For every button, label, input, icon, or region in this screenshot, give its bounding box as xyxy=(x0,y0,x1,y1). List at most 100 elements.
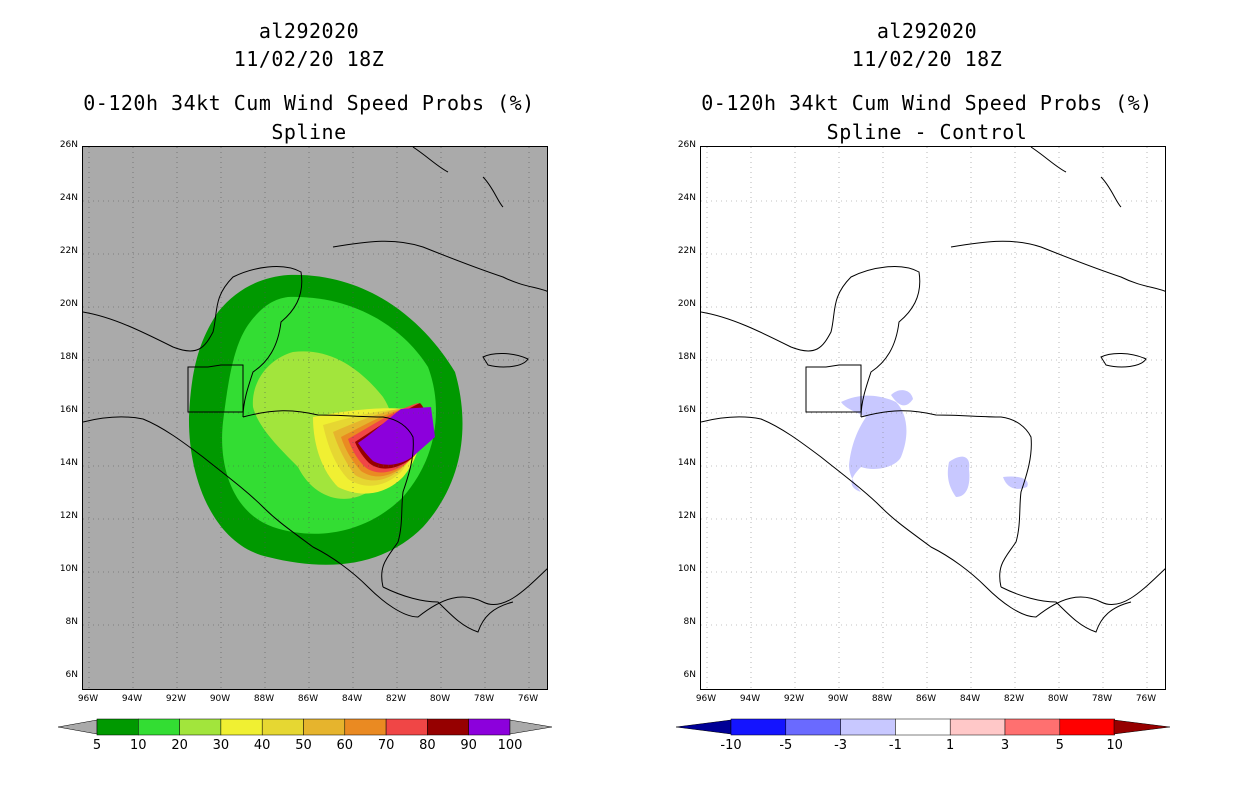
lon-tick-label: 80W xyxy=(1047,694,1069,704)
colorbar-label: 60 xyxy=(336,738,354,753)
lon-tick-label: 92W xyxy=(783,694,805,704)
lat-tick-label: 18N xyxy=(59,352,78,362)
lon-tick-label: 88W xyxy=(871,694,893,704)
coastlines xyxy=(83,147,547,633)
colorbar-label: -5 xyxy=(779,738,793,753)
probability-colorbar xyxy=(0,716,618,738)
lat-tick-label: 20N xyxy=(677,299,696,309)
map-gridlines xyxy=(701,147,1165,689)
colorbar-label: -3 xyxy=(834,738,848,753)
colorbar-swatch xyxy=(179,718,222,736)
colorbar-swatch xyxy=(730,718,787,736)
lat-tick-label: 8N xyxy=(65,617,78,627)
lat-tick-label: 10N xyxy=(59,564,78,574)
lon-tick-label: 90W xyxy=(827,694,849,704)
lat-tick-label: 12N xyxy=(59,511,78,521)
lon-tick-label: 82W xyxy=(385,694,407,704)
lat-tick-label: 12N xyxy=(677,511,696,521)
colorbar-label: 3 xyxy=(1000,738,1010,753)
lat-tick-label: 6N xyxy=(65,670,78,680)
colorbar-label: 40 xyxy=(253,738,271,753)
storm-id-title: al292020 xyxy=(258,19,360,43)
colorbar-label: 30 xyxy=(212,738,230,753)
colorbar-label: 5 xyxy=(1055,738,1064,753)
colorbar-under-arrow xyxy=(57,719,98,735)
colorbar-label: 1 xyxy=(946,738,955,753)
lat-tick-label: 10N xyxy=(677,564,696,574)
lon-tick-label: 94W xyxy=(739,694,761,704)
datetime-title: 11/02/20 18Z xyxy=(233,47,385,71)
lat-tick-label: 26N xyxy=(677,140,696,150)
diff-neg1-area-nicaragua xyxy=(947,456,970,497)
lon-tick-label: 90W xyxy=(209,694,231,704)
lat-tick-label: 16N xyxy=(59,405,78,415)
lon-tick-label: 96W xyxy=(77,694,99,704)
colorbar-label: 90 xyxy=(460,738,477,753)
colorbar-swatch xyxy=(785,718,841,736)
left-panel: al292020 11/02/20 18Z 0-120h 34kt Cum Wi… xyxy=(0,19,618,753)
storm-id-title: al292020 xyxy=(876,19,978,43)
lon-tick-label: 88W xyxy=(253,694,275,704)
prob-90-area xyxy=(358,407,435,465)
colorbar-label: 70 xyxy=(377,738,395,753)
colorbar-swatch xyxy=(1004,718,1061,736)
lat-tick-label: 26N xyxy=(59,140,78,150)
colorbar-label: 50 xyxy=(295,738,312,753)
coastlines xyxy=(701,147,1165,633)
colorbar-swatch xyxy=(1059,718,1115,736)
colorbar-label: 5 xyxy=(92,738,102,753)
lon-tick-label: 78W xyxy=(1091,694,1113,704)
lat-tick-label: 24N xyxy=(677,193,696,203)
colorbar-label: 20 xyxy=(171,738,188,753)
colorbar-label: 10 xyxy=(130,738,147,753)
lon-tick-label: 78W xyxy=(473,694,495,704)
lat-tick-label: 8N xyxy=(683,617,696,627)
diff-neg1-area-sea xyxy=(1003,476,1028,489)
lat-tick-label: 22N xyxy=(677,246,696,256)
colorbar-swatch xyxy=(427,718,469,736)
colorbar-label: -10 xyxy=(720,738,742,753)
subtitle: Spline xyxy=(271,120,347,144)
colorbar-swatch xyxy=(344,718,387,736)
subtitle: Spline - Control xyxy=(826,120,1028,144)
diff-neg1-area-honduras xyxy=(841,395,907,492)
lon-tick-label: 94W xyxy=(121,694,143,704)
colorbar-over-arrow xyxy=(1113,719,1171,735)
diff-neg1-area-north xyxy=(891,390,913,406)
lat-tick-label: 24N xyxy=(59,193,78,203)
product-title: 0-120h 34kt Cum Wind Speed Probs (%) xyxy=(83,91,535,115)
colorbar-under-arrow xyxy=(675,719,732,735)
lon-tick-label: 84W xyxy=(959,694,981,704)
colorbar-over-arrow xyxy=(509,719,553,735)
lon-tick-label: 86W xyxy=(297,694,319,704)
colorbar-swatch xyxy=(949,718,1006,736)
lon-tick-label: 96W xyxy=(695,694,717,704)
lat-tick-label: 16N xyxy=(677,405,696,415)
colorbar-swatch xyxy=(138,718,180,736)
lat-tick-label: 14N xyxy=(59,458,78,468)
right-panel: al292020 11/02/20 18Z 0-120h 34kt Cum Wi… xyxy=(618,0,1236,800)
lat-tick-label: 20N xyxy=(59,299,78,309)
difference-map xyxy=(700,146,1166,690)
lon-tick-label: 76W xyxy=(1135,694,1157,704)
lon-tick-label: 76W xyxy=(517,694,539,704)
colorbar-swatch xyxy=(96,718,139,736)
probability-map xyxy=(82,146,548,690)
colorbar-swatch xyxy=(303,718,346,736)
lat-tick-label: 18N xyxy=(677,352,696,362)
lon-tick-label: 80W xyxy=(429,694,451,704)
lon-tick-label: 82W xyxy=(1003,694,1025,704)
colorbar-label: 10 xyxy=(1106,738,1123,753)
map-gridlines xyxy=(83,147,547,689)
colorbar-label: 100 xyxy=(497,738,523,753)
colorbar-label: 80 xyxy=(419,738,436,753)
colorbar-swatch xyxy=(468,718,511,736)
lat-tick-label: 14N xyxy=(677,458,696,468)
product-title: 0-120h 34kt Cum Wind Speed Probs (%) xyxy=(701,91,1153,115)
colorbar-swatch xyxy=(220,718,263,736)
colorbar-swatch xyxy=(385,718,428,736)
lon-tick-label: 92W xyxy=(165,694,187,704)
colorbar-swatch xyxy=(895,718,951,736)
colorbar-swatch xyxy=(261,718,304,736)
datetime-title: 11/02/20 18Z xyxy=(851,47,1003,71)
